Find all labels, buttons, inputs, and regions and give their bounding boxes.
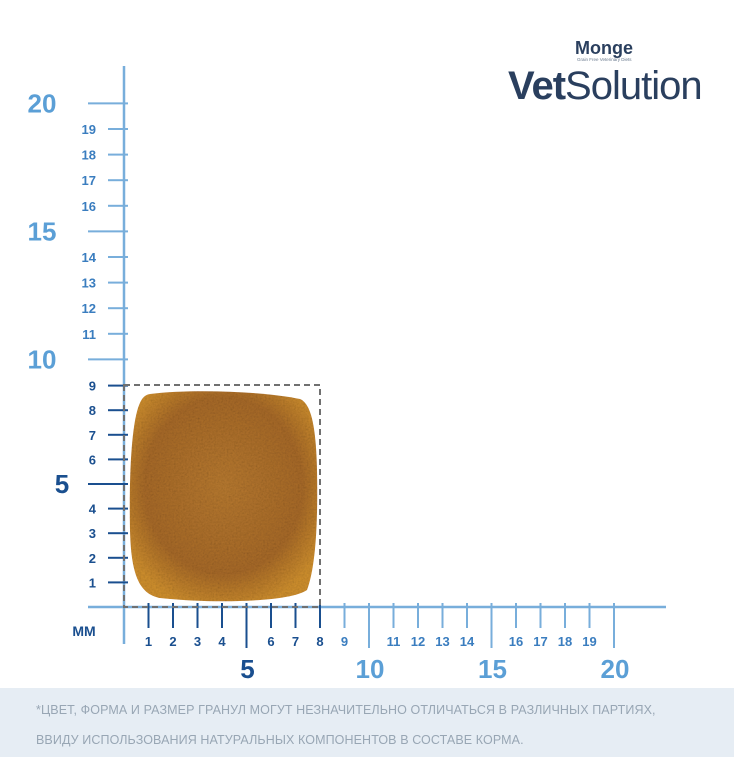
- y-major-label: 20: [28, 88, 57, 118]
- x-minor-label: 17: [533, 634, 547, 649]
- y-minor-label: 12: [82, 301, 96, 316]
- y-minor-label: 13: [82, 276, 96, 291]
- y-minor-label: 7: [89, 428, 96, 443]
- footnote-line-1: *ЦВЕТ, ФОРМА И РАЗМЕР ГРАНУЛ МОГУТ НЕЗНА…: [36, 703, 656, 717]
- vetsolution-logo: VetSolution: [508, 64, 703, 109]
- monge-logo: Monge: [575, 38, 633, 58]
- x-major-label: 5: [240, 654, 254, 684]
- y-minor-label: 16: [82, 199, 96, 214]
- x-major-label: 10: [356, 654, 385, 684]
- y-minor-label: 9: [89, 379, 96, 394]
- footnote-panel: *ЦВЕТ, ФОРМА И РАЗМЕР ГРАНУЛ МОГУТ НЕЗНА…: [0, 688, 734, 757]
- y-minor-label: 11: [82, 327, 96, 342]
- y-major-label: 10: [28, 344, 57, 374]
- monge-tagline: Grain Free Veterinary Diets: [577, 57, 632, 62]
- y-major-label: 5: [55, 469, 69, 499]
- x-minor-label: 13: [435, 634, 449, 649]
- x-major-label: 15: [478, 654, 507, 684]
- unit-label: MM: [72, 623, 95, 639]
- x-minor-label: 1: [145, 634, 152, 649]
- x-minor-label: 11: [387, 634, 401, 649]
- logo-solution-text: Solution: [565, 64, 703, 108]
- y-minor-label: 14: [82, 250, 97, 265]
- x-minor-label: 8: [316, 634, 323, 649]
- y-minor-label: 8: [89, 403, 96, 418]
- y-minor-label: 6: [89, 452, 96, 467]
- x-major-label: 20: [601, 654, 630, 684]
- x-minor-label: 9: [341, 634, 348, 649]
- y-major-label: 15: [28, 216, 57, 246]
- x-minor-label: 14: [460, 634, 475, 649]
- x-minor-label: 18: [558, 634, 572, 649]
- y-minor-label: 19: [82, 122, 96, 137]
- y-minor-label: 18: [82, 148, 96, 163]
- x-minor-label: 2: [169, 634, 176, 649]
- x-minor-label: 4: [218, 634, 226, 649]
- kibble-image: [129, 391, 318, 602]
- logo-vet-text: Vet: [508, 64, 566, 108]
- y-minor-label: 4: [89, 502, 97, 517]
- y-minor-label: 3: [89, 526, 96, 541]
- x-minor-label: 7: [292, 634, 299, 649]
- x-minor-label: 19: [582, 634, 596, 649]
- kibble-bounding-box: [123, 384, 321, 608]
- y-minor-label: 17: [82, 173, 96, 188]
- y-minor-label: 2: [89, 551, 96, 566]
- x-minor-label: 16: [509, 634, 523, 649]
- y-minor-label: 1: [89, 575, 96, 590]
- footnote-line-2: ВВИДУ ИСПОЛЬЗОВАНИЯ НАТУРАЛЬНЫХ КОМПОНЕН…: [36, 733, 524, 747]
- x-minor-label: 12: [411, 634, 425, 649]
- x-minor-label: 3: [194, 634, 201, 649]
- x-minor-label: 6: [267, 634, 274, 649]
